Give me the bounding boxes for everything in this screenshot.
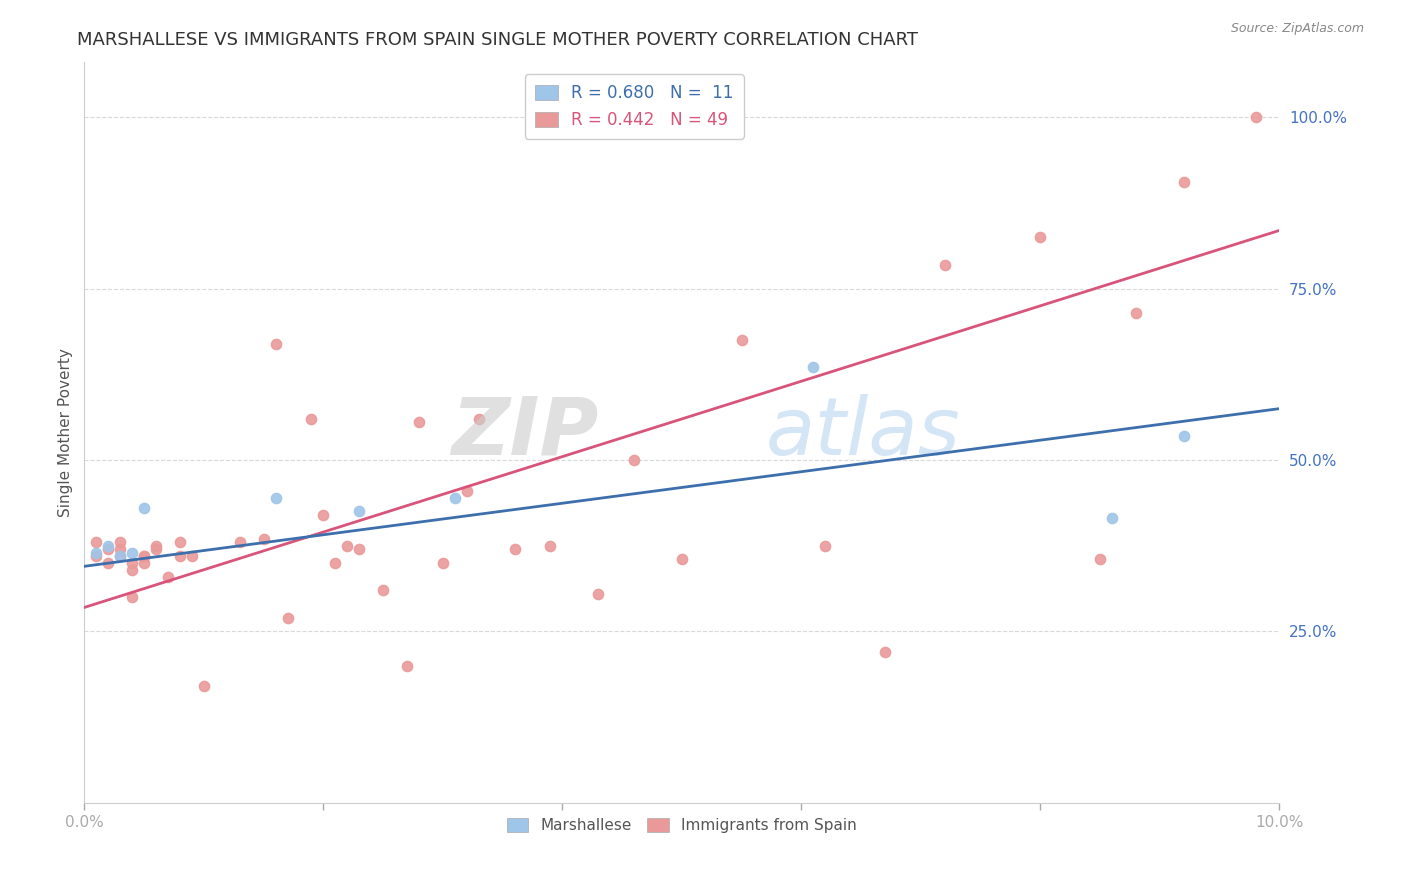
Point [456, 483, 478, 498]
Text: ZIP: ZIP [451, 393, 599, 472]
Point [671, 552, 693, 566]
Point [277, 610, 299, 624]
Point [169, 535, 191, 549]
Point [86, 549, 108, 563]
Point [121, 590, 143, 604]
Point [814, 539, 837, 553]
Text: Source: ZipAtlas.com: Source: ZipAtlas.com [1230, 22, 1364, 36]
Point [588, 587, 610, 601]
Point [1173, 429, 1195, 443]
Point [121, 563, 143, 577]
Point [110, 535, 132, 549]
Point [503, 542, 526, 557]
Point [145, 542, 167, 557]
Point [132, 549, 156, 563]
Point [121, 545, 143, 559]
Point [1029, 230, 1052, 244]
Point [253, 532, 276, 546]
Point [396, 658, 419, 673]
Legend: Marshallese, Immigrants from Spain: Marshallese, Immigrants from Spain [501, 813, 863, 839]
Point [97, 556, 120, 570]
Point [86, 545, 108, 559]
Text: MARSHALLESE VS IMMIGRANTS FROM SPAIN SINGLE MOTHER POVERTY CORRELATION CHART: MARSHALLESE VS IMMIGRANTS FROM SPAIN SIN… [77, 31, 918, 49]
Point [349, 542, 371, 557]
Point [132, 549, 156, 563]
Point [97, 542, 120, 557]
Point [193, 679, 215, 693]
Point [1125, 306, 1147, 320]
Point [1173, 175, 1195, 189]
Point [110, 549, 132, 563]
Point [408, 415, 430, 429]
Point [1244, 110, 1267, 124]
Point [336, 539, 359, 553]
Point [373, 583, 395, 598]
Point [132, 501, 156, 516]
Point [228, 535, 252, 549]
Point [875, 645, 897, 659]
Point [623, 453, 645, 467]
Point [468, 412, 491, 426]
Point [1101, 511, 1123, 525]
Point [181, 549, 204, 563]
Point [145, 539, 167, 553]
Point [132, 556, 156, 570]
Point [301, 412, 323, 426]
Point [121, 556, 143, 570]
Point [444, 491, 467, 505]
Point [312, 508, 335, 522]
Point [934, 258, 956, 272]
Point [110, 549, 132, 563]
Point [86, 535, 108, 549]
Point [97, 539, 120, 553]
Point [264, 491, 287, 505]
Point [540, 539, 562, 553]
Point [803, 360, 825, 375]
Y-axis label: Single Mother Poverty: Single Mother Poverty [58, 348, 73, 517]
Point [1090, 552, 1112, 566]
Point [110, 542, 132, 557]
Point [264, 336, 287, 351]
Point [157, 569, 180, 583]
Point [169, 549, 191, 563]
Point [325, 556, 347, 570]
Point [432, 556, 454, 570]
Text: atlas: atlas [766, 393, 960, 472]
Point [731, 333, 754, 347]
Point [349, 504, 371, 518]
